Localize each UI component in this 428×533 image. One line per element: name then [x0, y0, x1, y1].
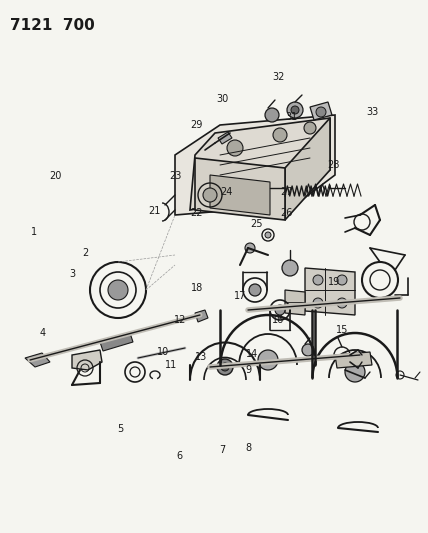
- Circle shape: [316, 107, 326, 117]
- Text: 11: 11: [165, 360, 177, 370]
- Polygon shape: [72, 350, 102, 370]
- Text: 13: 13: [195, 352, 207, 362]
- Circle shape: [217, 359, 233, 375]
- Circle shape: [245, 243, 255, 253]
- Text: 32: 32: [272, 72, 284, 82]
- Circle shape: [345, 362, 365, 382]
- Text: 24: 24: [221, 187, 233, 197]
- Circle shape: [337, 298, 347, 308]
- Text: 28: 28: [328, 160, 340, 170]
- Text: 7: 7: [220, 446, 226, 455]
- Circle shape: [313, 275, 323, 285]
- Text: 6: 6: [177, 451, 183, 461]
- Text: 22: 22: [190, 208, 203, 218]
- Circle shape: [291, 106, 299, 114]
- Polygon shape: [195, 310, 208, 322]
- Polygon shape: [210, 175, 270, 215]
- Circle shape: [304, 122, 316, 134]
- Circle shape: [227, 140, 243, 156]
- Text: 8: 8: [245, 443, 251, 453]
- Circle shape: [249, 284, 261, 296]
- Circle shape: [265, 232, 271, 238]
- Circle shape: [302, 344, 314, 356]
- Polygon shape: [285, 290, 305, 315]
- Circle shape: [337, 275, 347, 285]
- Text: 19: 19: [328, 278, 340, 287]
- Text: 25: 25: [250, 219, 263, 229]
- Polygon shape: [285, 118, 330, 220]
- Text: 20: 20: [50, 171, 62, 181]
- Text: 29: 29: [191, 120, 203, 130]
- Text: 10: 10: [157, 347, 169, 357]
- Text: 26: 26: [281, 208, 293, 218]
- Text: 14: 14: [247, 350, 259, 359]
- Text: 21: 21: [148, 206, 160, 215]
- Polygon shape: [195, 158, 285, 220]
- Polygon shape: [218, 132, 232, 144]
- Text: 18: 18: [191, 283, 203, 293]
- Text: 1: 1: [31, 227, 37, 237]
- Polygon shape: [310, 102, 332, 120]
- Polygon shape: [25, 353, 50, 367]
- Text: 15: 15: [336, 326, 348, 335]
- Polygon shape: [190, 118, 330, 210]
- Text: 2: 2: [83, 248, 89, 258]
- Text: 31: 31: [285, 112, 297, 122]
- Circle shape: [221, 363, 229, 371]
- Circle shape: [108, 280, 128, 300]
- Text: 23: 23: [169, 171, 181, 181]
- Text: 17: 17: [234, 291, 246, 301]
- Text: 9: 9: [245, 366, 251, 375]
- Text: 30: 30: [217, 94, 229, 103]
- Text: 3: 3: [70, 270, 76, 279]
- Circle shape: [265, 108, 279, 122]
- Circle shape: [273, 128, 287, 142]
- Text: 16: 16: [272, 315, 284, 325]
- Circle shape: [203, 188, 217, 202]
- Text: 7121  700: 7121 700: [10, 18, 95, 33]
- Text: 5: 5: [117, 424, 123, 434]
- Polygon shape: [305, 268, 355, 315]
- Text: 33: 33: [366, 107, 378, 117]
- Polygon shape: [100, 333, 133, 351]
- Text: 4: 4: [40, 328, 46, 338]
- Polygon shape: [335, 352, 372, 368]
- Text: 12: 12: [174, 315, 186, 325]
- Circle shape: [282, 260, 298, 276]
- Circle shape: [287, 102, 303, 118]
- Circle shape: [313, 298, 323, 308]
- Circle shape: [275, 305, 285, 315]
- Text: 27: 27: [280, 187, 293, 197]
- Polygon shape: [175, 115, 335, 215]
- Circle shape: [258, 350, 278, 370]
